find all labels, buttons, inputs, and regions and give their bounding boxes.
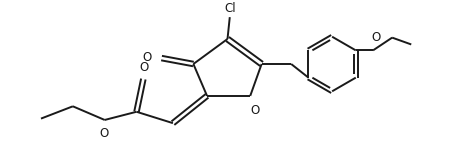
- Text: O: O: [250, 104, 259, 117]
- Text: O: O: [140, 61, 149, 75]
- Text: O: O: [142, 51, 152, 64]
- Text: Cl: Cl: [225, 2, 237, 15]
- Text: O: O: [371, 31, 380, 45]
- Text: O: O: [99, 127, 108, 140]
